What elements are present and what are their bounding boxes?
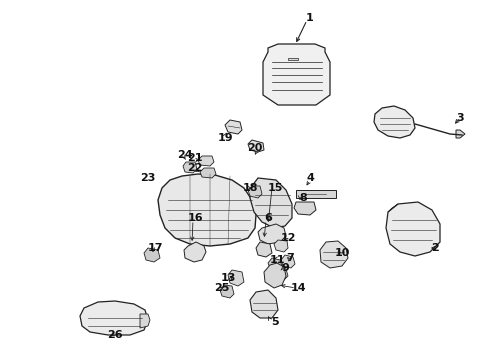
Text: 17: 17 bbox=[147, 243, 163, 253]
Text: 6: 6 bbox=[264, 213, 272, 223]
Text: 26: 26 bbox=[107, 330, 123, 340]
Text: 15: 15 bbox=[268, 183, 283, 193]
Text: 12: 12 bbox=[280, 233, 296, 243]
Polygon shape bbox=[296, 190, 336, 198]
Polygon shape bbox=[258, 224, 286, 244]
Polygon shape bbox=[80, 301, 148, 335]
Polygon shape bbox=[281, 255, 295, 268]
Polygon shape bbox=[158, 174, 256, 246]
Polygon shape bbox=[144, 248, 160, 262]
Polygon shape bbox=[248, 186, 262, 198]
Text: 9: 9 bbox=[281, 263, 289, 273]
Text: 20: 20 bbox=[247, 143, 263, 153]
Polygon shape bbox=[250, 178, 292, 228]
Polygon shape bbox=[264, 263, 286, 288]
Text: 11: 11 bbox=[269, 255, 285, 265]
Text: 5: 5 bbox=[271, 317, 279, 327]
Text: 3: 3 bbox=[456, 113, 464, 123]
Text: 19: 19 bbox=[217, 133, 233, 143]
Polygon shape bbox=[320, 241, 348, 268]
Text: 2: 2 bbox=[431, 243, 439, 253]
Text: 18: 18 bbox=[242, 183, 258, 193]
Polygon shape bbox=[200, 168, 216, 178]
Polygon shape bbox=[225, 120, 242, 134]
Polygon shape bbox=[198, 156, 214, 166]
Polygon shape bbox=[183, 162, 197, 173]
Polygon shape bbox=[388, 204, 398, 212]
Text: 21: 21 bbox=[187, 153, 203, 163]
Polygon shape bbox=[294, 202, 316, 215]
Polygon shape bbox=[263, 44, 330, 105]
Text: 22: 22 bbox=[187, 163, 203, 173]
Text: 13: 13 bbox=[220, 273, 236, 283]
Polygon shape bbox=[268, 258, 282, 270]
Polygon shape bbox=[274, 240, 288, 252]
Polygon shape bbox=[140, 314, 150, 328]
Text: 14: 14 bbox=[290, 283, 306, 293]
Polygon shape bbox=[250, 290, 278, 318]
Polygon shape bbox=[220, 285, 234, 298]
Text: 23: 23 bbox=[140, 173, 156, 183]
Polygon shape bbox=[288, 58, 298, 60]
Text: 7: 7 bbox=[286, 253, 294, 263]
Polygon shape bbox=[456, 130, 465, 138]
Polygon shape bbox=[386, 202, 440, 256]
Text: 25: 25 bbox=[214, 283, 230, 293]
Text: 1: 1 bbox=[306, 13, 314, 23]
Text: 16: 16 bbox=[187, 213, 203, 223]
Polygon shape bbox=[374, 106, 415, 138]
Polygon shape bbox=[228, 270, 244, 286]
Text: 8: 8 bbox=[299, 193, 307, 203]
Text: 4: 4 bbox=[306, 173, 314, 183]
Polygon shape bbox=[274, 268, 288, 280]
Text: 24: 24 bbox=[177, 150, 193, 160]
Polygon shape bbox=[248, 140, 264, 152]
Polygon shape bbox=[184, 242, 206, 262]
Text: 10: 10 bbox=[334, 248, 350, 258]
Polygon shape bbox=[256, 242, 272, 257]
